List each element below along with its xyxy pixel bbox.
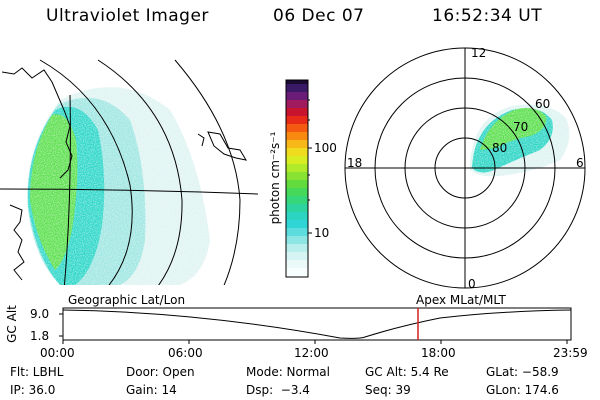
mlt-label-18: 18: [347, 156, 363, 170]
geo-grid: [0, 59, 258, 285]
lat-label-70: 70: [513, 120, 529, 134]
instrument-title: Ultraviolet Imager: [46, 6, 209, 26]
time-tick-0000: 00:00: [40, 346, 75, 360]
altitude-ytick-high: 9.0: [30, 307, 50, 321]
geographic-map: [0, 50, 258, 285]
time-label: 16:52:34 UT: [432, 6, 543, 26]
time-tick-1800: 18:00: [421, 346, 456, 360]
colorbar-tick-10: 10: [314, 226, 330, 240]
colorbar-tick-100: 100: [314, 141, 337, 155]
time-tick-0600: 06:00: [168, 346, 203, 360]
date-label: 06 Dec 07: [273, 6, 365, 26]
apex-map-title: Apex MLat/MLT: [416, 293, 506, 307]
coastlines: [1, 67, 248, 281]
info-ip: IP: 36.0: [10, 383, 56, 397]
info-glon: GLon: 174.6: [486, 383, 559, 397]
polar-aurora: [460, 95, 585, 185]
geo-aurora: [0, 50, 258, 285]
lat-label-60: 60: [535, 97, 551, 111]
geographic-map-title: Geographic Lat/Lon: [68, 293, 186, 307]
info-gain: Gain: 14: [126, 383, 177, 397]
polar-plot: [344, 47, 586, 289]
mlt-label-12: 12: [471, 46, 487, 60]
info-filter: Flt: LBHL: [10, 365, 64, 379]
altitude-plot: [59, 307, 572, 344]
info-door: Door: Open: [126, 365, 195, 379]
info-dsp: Dsp: −3.4: [246, 383, 310, 397]
colorbar: [285, 79, 312, 278]
info-glat: GLat: −58.9: [486, 365, 559, 379]
altitude-ylabel: GC Alt: [5, 305, 19, 343]
time-tick-2359: 23:59: [553, 346, 588, 360]
mlt-label-6: 6: [576, 156, 584, 170]
time-tick-1200: 12:00: [294, 346, 329, 360]
mlt-label-0: 0: [468, 277, 476, 291]
info-seq: Seq: 39: [365, 383, 411, 397]
lat-label-80: 80: [492, 141, 508, 155]
colorbar-label: photon cm⁻²s⁻¹: [268, 131, 282, 225]
info-mode: Mode: Normal: [246, 365, 330, 379]
info-gc-alt: GC Alt: 5.4 Re: [365, 365, 449, 379]
altitude-ytick-low: 1.8: [30, 329, 50, 343]
